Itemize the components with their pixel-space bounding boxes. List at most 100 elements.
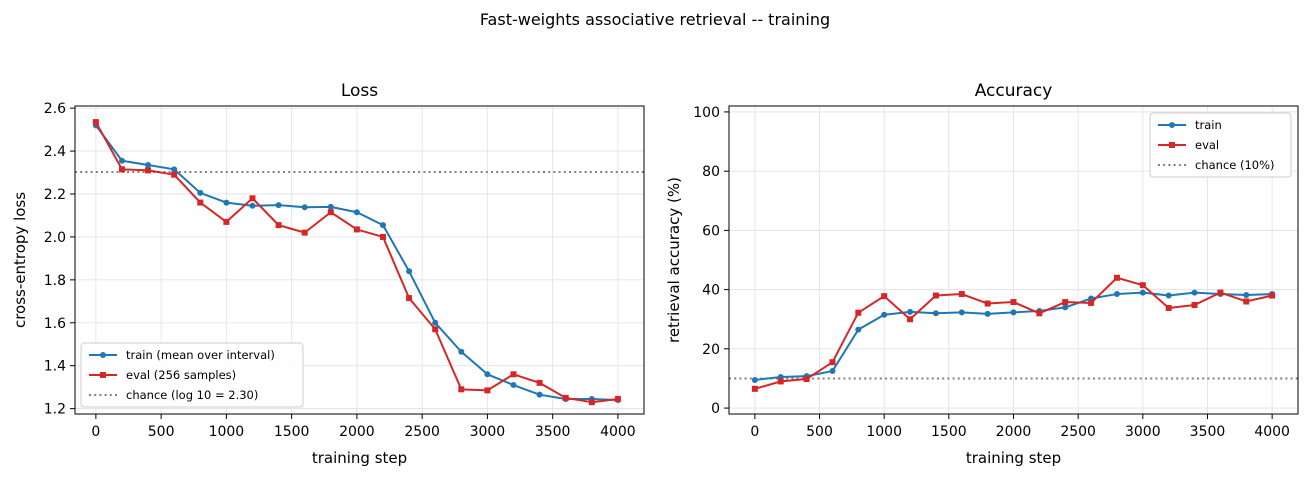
y-tick-label: 100 — [693, 105, 720, 121]
data-point — [984, 310, 991, 317]
y-tick-label: 1.8 — [44, 273, 66, 289]
data-point — [751, 385, 758, 392]
data-point — [1113, 291, 1120, 298]
data-point — [751, 376, 758, 383]
data-point — [275, 222, 282, 229]
x-tick-label: 3500 — [1190, 424, 1226, 440]
y-tick-label: 1.2 — [44, 402, 66, 418]
y-tick-label: 2.0 — [44, 230, 66, 246]
data-point — [614, 395, 621, 402]
data-point — [855, 309, 862, 316]
grid — [75, 106, 644, 414]
data-point — [249, 195, 256, 202]
data-point — [932, 292, 939, 299]
data-point — [907, 316, 914, 323]
accuracy-panel: 0 500 1000 1500 2000 2500 3000 3500 4000 0 20 40 60 8… — [665, 81, 1299, 467]
x-tick-label: 4000 — [1254, 424, 1290, 440]
data-point — [197, 189, 204, 196]
data-point — [1243, 291, 1250, 298]
data-point — [803, 376, 810, 383]
data-point — [353, 209, 360, 216]
y-axis-label: retrieval accuracy (%) — [665, 177, 683, 343]
data-point — [1062, 304, 1069, 311]
data-point — [171, 171, 178, 178]
x-tick-label: 2500 — [1060, 424, 1096, 440]
series-eval — [751, 274, 1276, 392]
y-tick-label: 2.6 — [44, 101, 66, 117]
data-point — [1113, 274, 1120, 281]
x-tick-label: 2500 — [404, 424, 440, 440]
data-point — [145, 162, 152, 169]
legend-marker — [1169, 122, 1175, 128]
panel-title: Accuracy — [975, 81, 1053, 101]
legend-box — [80, 342, 304, 408]
x-tick-label: 0 — [91, 424, 100, 440]
legend: train eval chance (10%) — [1149, 112, 1292, 178]
figure-suptitle: Fast-weights associative retrieval -- tr… — [480, 10, 830, 29]
legend-marker — [100, 352, 106, 358]
data-point — [379, 233, 386, 240]
data-point — [145, 167, 152, 174]
data-point — [1062, 299, 1069, 306]
data-point — [275, 202, 282, 209]
y-tick-label: 60 — [702, 223, 720, 239]
legend-label: eval (256 samples) — [126, 368, 236, 382]
data-point — [1010, 299, 1017, 306]
data-point — [536, 379, 543, 386]
y-tick-label: 2.4 — [44, 144, 66, 160]
x-axis-label: training step — [312, 449, 407, 467]
data-point — [406, 268, 413, 275]
x-tick-label: 1500 — [931, 424, 967, 440]
y-tick-label: 0 — [711, 401, 720, 417]
legend-label: chance (10%) — [1195, 158, 1275, 172]
data-point — [353, 226, 360, 233]
data-point — [249, 202, 256, 209]
data-point — [777, 378, 784, 385]
data-point — [1217, 289, 1224, 296]
data-point — [958, 291, 965, 298]
y-tick-label: 2.2 — [44, 187, 66, 203]
data-point — [458, 386, 465, 393]
x-tick-label: 0 — [750, 424, 759, 440]
data-point — [855, 326, 862, 333]
data-point — [118, 166, 125, 173]
y-tick-label: 1.4 — [44, 359, 66, 375]
data-point — [562, 394, 569, 401]
data-point — [881, 311, 888, 318]
legend-label: chance (log 10 = 2.30) — [126, 388, 258, 402]
data-point — [1139, 289, 1146, 296]
data-point — [588, 399, 595, 406]
data-point — [301, 204, 308, 211]
data-point — [932, 310, 939, 317]
data-point — [907, 308, 914, 315]
axes-frame — [74, 105, 645, 415]
data-point — [1165, 292, 1172, 299]
data-point — [118, 157, 125, 164]
data-point — [379, 222, 386, 229]
data-point — [1139, 282, 1146, 289]
data-point — [197, 199, 204, 206]
data-point — [223, 218, 230, 225]
data-point — [1269, 292, 1276, 299]
x-tick-label: 2000 — [339, 424, 375, 440]
legend-label: train (mean over interval) — [126, 348, 275, 362]
y-tick-label: 80 — [702, 164, 720, 180]
legend: train (mean over interval) eval (256 samp… — [80, 342, 304, 408]
data-point — [223, 199, 230, 206]
x-tick-label: 1500 — [274, 424, 310, 440]
data-point — [510, 371, 517, 378]
data-point — [327, 203, 334, 210]
data-point — [432, 326, 439, 333]
y-tick-label: 1.6 — [44, 316, 66, 332]
y-tick-label: 40 — [702, 283, 720, 299]
data-point — [881, 293, 888, 300]
data-point — [301, 229, 308, 236]
data-point — [1036, 310, 1043, 317]
x-tick-label: 3500 — [535, 424, 571, 440]
x-axis-label: training step — [966, 449, 1061, 467]
x-tick-label: 3000 — [470, 424, 506, 440]
data-point — [1191, 302, 1198, 309]
data-point — [958, 309, 965, 316]
data-point — [432, 319, 439, 326]
